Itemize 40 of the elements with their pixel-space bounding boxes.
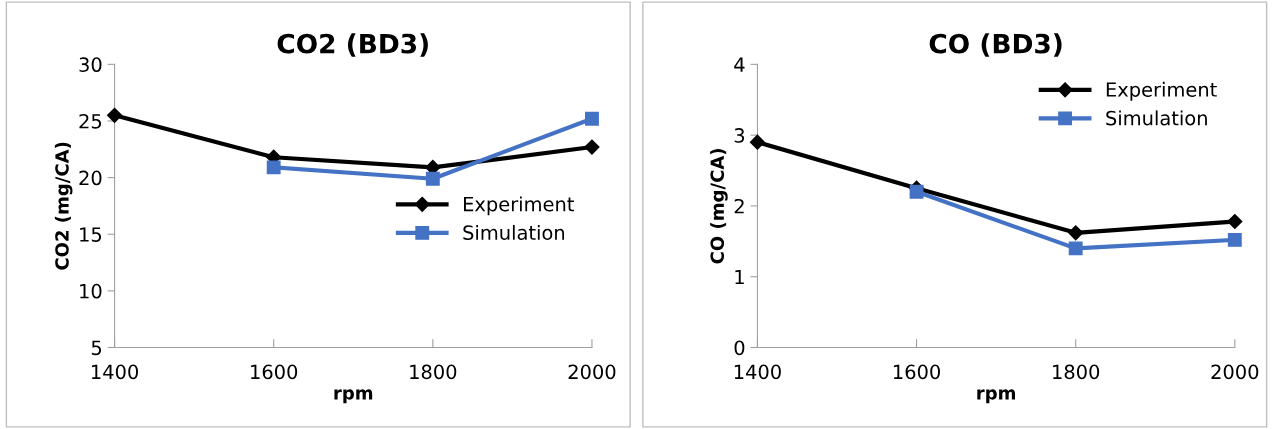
y-tick-label: 10 xyxy=(80,283,102,299)
point xyxy=(266,160,281,175)
point xyxy=(909,184,924,199)
x-tick-label: 1400 xyxy=(91,364,139,380)
chart-title: CO (BD3) xyxy=(929,33,1062,57)
x-tick-label: 1600 xyxy=(893,364,941,380)
x-tick-label: 2000 xyxy=(1211,364,1259,380)
point xyxy=(1068,225,1084,241)
point xyxy=(584,111,599,126)
point xyxy=(1227,232,1242,247)
y-axis-title: CO (mg/CA) xyxy=(710,149,728,264)
y-tick-label: 3 xyxy=(734,128,745,143)
legend-label: Simulation xyxy=(1106,110,1207,126)
x-tick-label: 2000 xyxy=(568,364,616,380)
x-tick-label: 1800 xyxy=(410,364,457,380)
x-tick-label: 1600 xyxy=(251,364,298,380)
legend-label: Experiment xyxy=(1106,81,1217,101)
y-tick-label: 15 xyxy=(80,227,102,242)
y-tick-label: 20 xyxy=(79,170,102,186)
point xyxy=(584,139,600,155)
x-tick-label: 1800 xyxy=(1053,364,1100,380)
point xyxy=(1227,213,1243,230)
y-tick-label: 2 xyxy=(734,198,744,214)
legend-label: Simulation xyxy=(463,224,565,240)
x-axis-title: rpm xyxy=(334,389,373,404)
y-tick-label: 1 xyxy=(735,269,744,285)
x-axis-title: rpm xyxy=(977,389,1016,404)
point xyxy=(425,171,440,186)
chart-title: CO2 (BD3) xyxy=(277,33,428,57)
point xyxy=(749,134,766,150)
y-tick-label: 25 xyxy=(79,113,102,129)
point xyxy=(1068,241,1083,256)
legend-label: Experiment xyxy=(464,196,574,216)
y-tick-label: 0 xyxy=(734,340,745,356)
point xyxy=(107,107,123,123)
y-tick-label: 30 xyxy=(79,57,102,73)
y-tick-label: 5 xyxy=(91,340,102,356)
x-tick-label: 1400 xyxy=(734,364,781,380)
y-axis-title: CO2 (mg/CA) xyxy=(54,142,73,270)
y-tick-label: 4 xyxy=(734,57,745,72)
